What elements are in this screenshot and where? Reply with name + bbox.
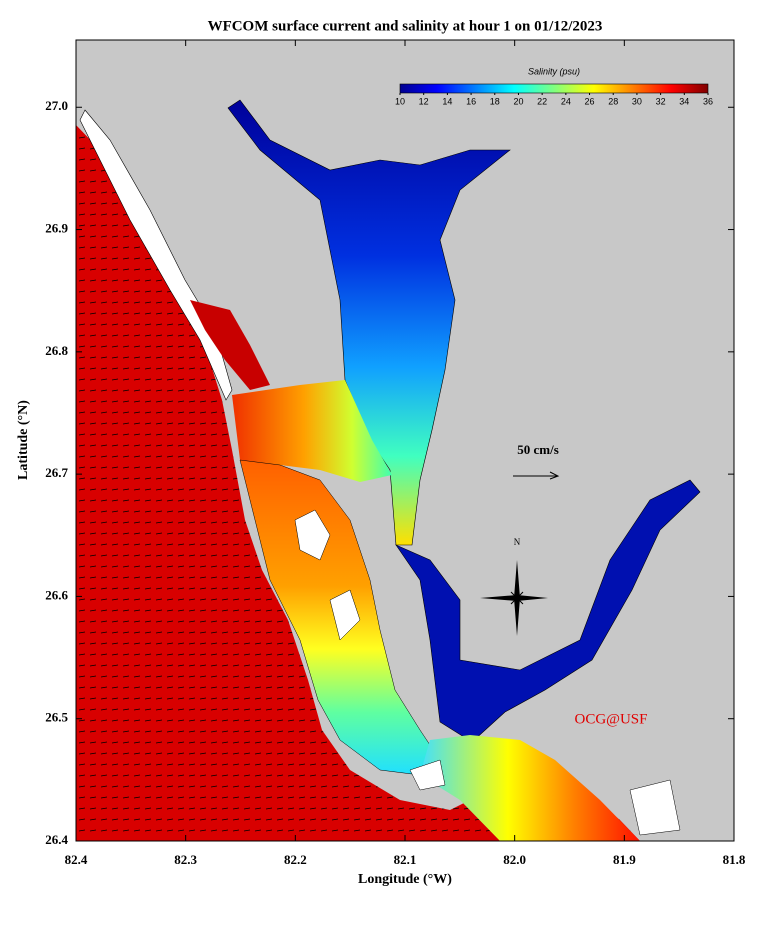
scale-head — [549, 471, 560, 480]
charlotte-harbor — [232, 380, 392, 482]
map-area — [76, 40, 734, 841]
y-tick-label: 27.0 — [45, 98, 68, 113]
x-tick-label: 82.3 — [174, 852, 197, 867]
san-carlos-bay — [420, 735, 640, 841]
x-axis-label: Longitude (°W) — [358, 872, 452, 887]
x-tick-label: 82.4 — [65, 852, 88, 867]
x-tick-label: 81.8 — [723, 852, 746, 867]
x-tick-label: 82.2 — [284, 852, 307, 867]
y-tick-label: 26.7 — [45, 465, 68, 480]
y-tick-label: 26.5 — [45, 710, 68, 725]
title: WFCOM surface current and salinity at ho… — [208, 18, 603, 34]
colorbar-tick-label: 26 — [585, 96, 595, 106]
y-tick-label: 26.4 — [45, 832, 68, 847]
colorbar-tick-label: 28 — [608, 96, 618, 106]
colorbar-tick-label: 18 — [490, 96, 500, 106]
credit: OCG@USF — [574, 711, 647, 727]
compass: N — [480, 537, 548, 636]
colorbar-tick-label: 20 — [513, 96, 523, 106]
colorbar-tick-label: 14 — [442, 96, 452, 106]
y-tick-label: 26.8 — [45, 343, 68, 358]
scale-arrow: 50 cm/s — [513, 442, 560, 480]
colorbar-tick-label: 16 — [466, 96, 476, 106]
y-tick-label: 26.9 — [45, 221, 68, 236]
compass-ew — [480, 595, 548, 601]
scale-label: 50 cm/s — [517, 442, 559, 457]
colorbar-tick-label: 24 — [561, 96, 571, 106]
x-tick-label: 81.9 — [613, 852, 636, 867]
current-vectors — [76, 125, 640, 841]
colorbar-tick-label: 32 — [656, 96, 666, 106]
lemon-bay — [190, 300, 270, 390]
colorbar-tick-label: 10 — [395, 96, 405, 106]
islands — [294, 509, 681, 836]
y-axis-label: Latitude (°N) — [16, 400, 31, 480]
colorbar-label: Salinity (psu) — [528, 66, 580, 76]
x-tick-label: 82.0 — [503, 852, 526, 867]
colorbar-tick-label: 36 — [703, 96, 713, 106]
peace-river — [227, 99, 511, 546]
barrier-island — [79, 109, 233, 401]
colorbar-tick-label: 12 — [419, 96, 429, 106]
compass-north: N — [514, 537, 521, 547]
compass-diag — [510, 591, 524, 605]
colorbar-tick-label: 22 — [537, 96, 547, 106]
x-tick-label: 82.1 — [394, 852, 417, 867]
colorbar-tick-label: 34 — [679, 96, 689, 106]
colorbar-tick-label: 30 — [632, 96, 642, 106]
y-tick-label: 26.6 — [45, 587, 68, 602]
caloosahatchee — [395, 479, 701, 743]
colorbar-gradient — [399, 83, 709, 94]
colorbar: Salinity (psu) — [399, 66, 709, 94]
